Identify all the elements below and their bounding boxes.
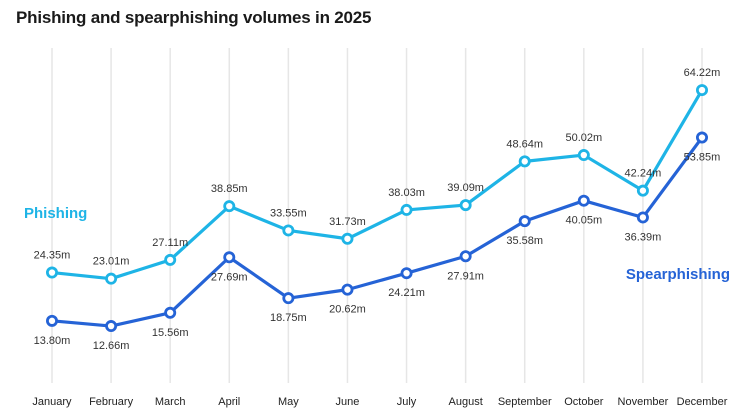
data-label-spearphishing: 24.21m [388,287,425,299]
data-point-spearphishing[interactable] [282,292,295,305]
data-label-spearphishing: 40.05m [565,215,602,227]
gridlines [51,48,703,383]
series-lines [50,88,704,328]
data-label-spearphishing: 27.91m [447,270,484,282]
data-point-phishing[interactable] [105,272,118,285]
data-point-spearphishing[interactable] [696,131,709,144]
data-point-phishing[interactable] [577,149,590,162]
data-label-phishing: 38.03m [388,187,425,199]
x-tick-label: November [618,396,669,408]
x-tick-label: September [498,396,552,408]
data-label-phishing: 27.11m [152,237,188,249]
data-label-phishing: 24.35m [34,250,71,262]
data-label-spearphishing: 20.62m [329,304,366,316]
x-tick-label: May [278,396,299,408]
data-point-phishing[interactable] [400,203,413,216]
x-tick-label: January [32,396,72,408]
data-label-spearphishing: 12.66m [93,340,130,352]
data-labels: 24.35m 23.01m 27.11m 38.85m 33.55m 31.73m 38.0… [34,67,721,352]
data-label-spearphishing: 13.80m [34,335,71,347]
data-point-spearphishing[interactable] [223,251,236,264]
data-label-phishing: 38.85m [211,183,248,195]
chart-title: Phishing and spearphishing volumes in 20… [16,8,372,27]
data-label-phishing: 33.55m [270,207,307,219]
data-point-phishing[interactable] [164,253,177,266]
series-line-spearphishing [50,135,704,328]
data-label-spearphishing: 36.39m [625,231,662,243]
legend-spearphishing: Spearphishing [626,266,730,283]
data-point-phishing[interactable] [341,232,354,245]
x-tick-label: October [564,396,603,408]
x-tick-label: June [336,396,360,408]
data-label-phishing: 64.22m [684,67,721,79]
data-point-phishing[interactable] [46,266,59,279]
data-point-phishing[interactable] [636,184,649,197]
data-label-phishing: 48.64m [506,138,543,150]
x-tick-label: February [89,396,134,408]
data-label-phishing: 39.09m [447,182,484,194]
data-point-spearphishing[interactable] [518,215,531,228]
data-label-phishing: 42.24m [625,168,662,180]
data-label-phishing: 31.73m [329,216,366,228]
x-tick-label: July [397,396,417,408]
x-tick-label: August [449,396,483,408]
x-tick-label: December [677,396,728,408]
data-point-spearphishing[interactable] [459,250,472,263]
data-label-spearphishing: 18.75m [270,312,307,324]
data-point-spearphishing[interactable] [577,194,590,207]
data-point-phishing[interactable] [282,224,295,237]
data-label-phishing: 50.02m [565,132,602,144]
legend-phishing: Phishing [24,205,87,222]
data-point-phishing[interactable] [696,84,709,97]
series-line-phishing [50,88,704,281]
x-tick-label: April [218,396,240,408]
series-markers [46,84,709,333]
data-point-spearphishing[interactable] [46,314,59,327]
data-point-spearphishing[interactable] [636,211,649,224]
x-axis-ticks: January February March April May June July Augu… [32,396,727,408]
data-point-spearphishing[interactable] [164,306,177,319]
data-point-phishing[interactable] [518,155,531,168]
data-point-phishing[interactable] [459,199,472,212]
data-label-spearphishing: 35.58m [506,235,543,247]
data-point-spearphishing[interactable] [400,267,413,280]
data-point-phishing[interactable] [223,200,236,213]
data-point-spearphishing[interactable] [105,320,118,333]
data-label-spearphishing: 15.56m [152,327,189,339]
data-point-spearphishing[interactable] [341,283,354,296]
data-label-spearphishing: 53.85m [684,152,721,164]
x-tick-label: March [155,396,186,408]
data-label-spearphishing: 27.69m [211,271,248,283]
data-label-phishing: 23.01m [93,256,130,268]
